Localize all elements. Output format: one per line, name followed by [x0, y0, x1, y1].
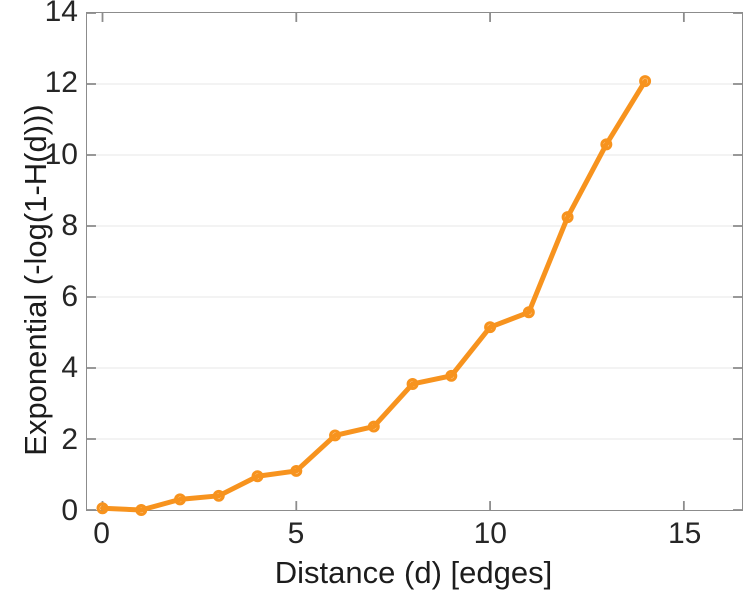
y-tick-label: 6 — [61, 280, 78, 314]
y-tick-label: 0 — [61, 494, 78, 527]
gridlines — [87, 83, 742, 440]
data-point-marker — [174, 493, 186, 506]
data-point-marker — [600, 138, 613, 151]
data-point-marker — [251, 470, 264, 483]
data-point-marker — [212, 489, 225, 502]
data-series-line — [96, 75, 652, 516]
x-tick-label: 10 — [473, 517, 507, 550]
data-point-marker — [561, 211, 574, 224]
y-tick-label: 14 — [44, 0, 78, 28]
y-tick-label: 2 — [61, 422, 78, 456]
data-point-marker — [135, 504, 148, 516]
x-tick-label: 0 — [93, 517, 110, 550]
y-tick-label: 4 — [61, 351, 78, 385]
data-point-marker — [406, 378, 419, 390]
y-tick-label: 8 — [61, 208, 78, 242]
y-tick-label: 10 — [44, 137, 78, 171]
data-point-marker — [639, 75, 652, 88]
data-point-marker — [367, 420, 380, 433]
data-point-marker — [290, 464, 303, 477]
series-polyline — [100, 78, 648, 513]
x-axis-label: Distance (d) [edges] — [0, 555, 747, 591]
data-point-marker — [96, 502, 109, 515]
y-tick-label: 12 — [44, 66, 78, 100]
x-tick-label: 15 — [667, 517, 702, 550]
data-point-marker — [445, 369, 458, 382]
data-point-marker — [484, 321, 497, 334]
data-point-marker — [522, 306, 535, 319]
plot-area — [86, 12, 743, 516]
x-tick-label: 5 — [287, 517, 305, 550]
data-point-marker — [329, 429, 342, 442]
x-axis-label-text: Distance (d) [edges] — [274, 555, 553, 590]
y-axis-label: Exponential (-log(1-H(d))) — [18, 104, 53, 456]
